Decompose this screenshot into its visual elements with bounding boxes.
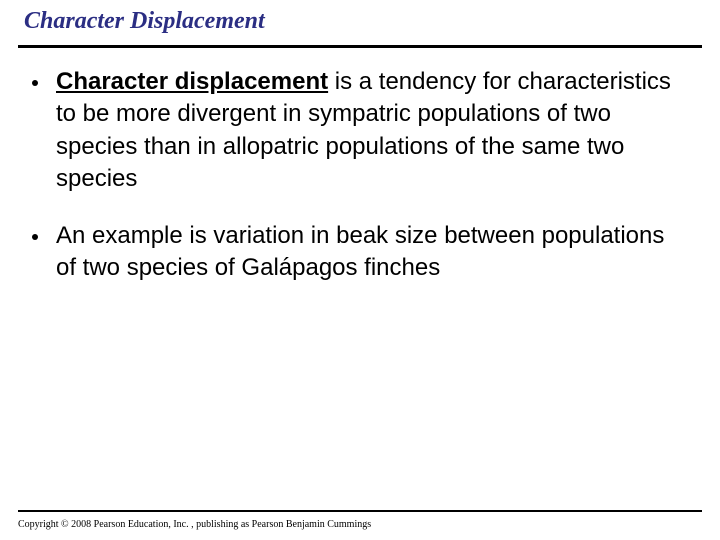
bullet-text: Character displacement is a tendency for… — [56, 66, 688, 196]
bullet-dot-icon — [32, 234, 38, 240]
bold-term: Character displacement — [56, 68, 328, 95]
bullet-rest: An example is variation in beak size bet… — [56, 222, 664, 281]
slide-title: Character Displacement — [24, 8, 696, 35]
bullet-item: Character displacement is a tendency for… — [32, 66, 688, 196]
bullet-text: An example is variation in beak size bet… — [56, 220, 688, 285]
copyright-text: Copyright © 2008 Pearson Education, Inc.… — [18, 519, 371, 530]
horizontal-rule-bottom — [18, 510, 702, 512]
slide: Character Displacement Character displac… — [0, 0, 720, 540]
body-region: Character displacement is a tendency for… — [0, 48, 720, 284]
bullet-dot-icon — [32, 80, 38, 86]
bullet-item: An example is variation in beak size bet… — [32, 220, 688, 285]
title-region: Character Displacement — [0, 0, 720, 39]
